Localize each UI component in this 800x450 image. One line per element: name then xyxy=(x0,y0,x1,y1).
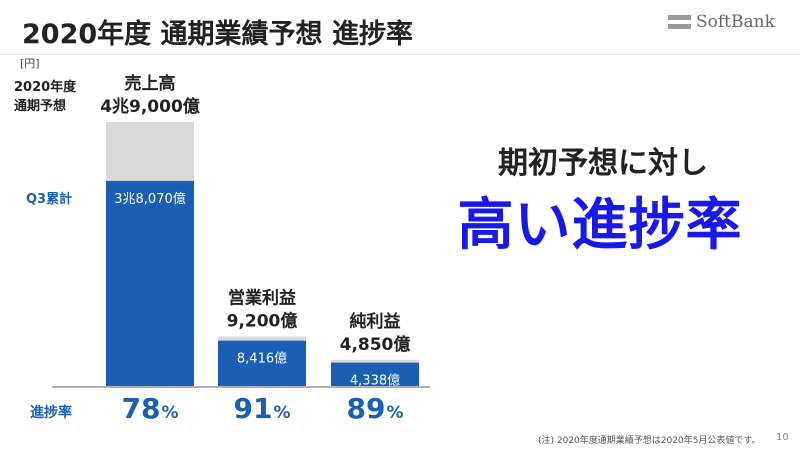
page-title: 2020年度 通期業績予想 進捗率 xyxy=(22,19,413,50)
forecast-row-label-line1: 2020年度 xyxy=(14,80,77,95)
progress-rate-value: 89% xyxy=(346,392,404,425)
forecast-value-label: 4兆9,000億 xyxy=(100,96,200,117)
progress-rate-value: 91% xyxy=(233,392,291,425)
category-label: 営業利益 xyxy=(228,287,296,308)
title-divider xyxy=(0,54,800,55)
page-number: 10 xyxy=(776,432,789,443)
q3-value-label: 4,338億 xyxy=(350,373,400,389)
progress-rate-value: 78% xyxy=(121,392,179,425)
q3-value-label: 3兆8,070億 xyxy=(114,191,186,207)
category-label: 売上高 xyxy=(125,73,176,94)
footnote: (注) 2020年度通期業績予想は2020年5月公表値です。 xyxy=(538,436,761,446)
q3-row-label: Q3累計 xyxy=(26,192,73,207)
q3-actual-bar xyxy=(331,362,419,386)
softbank-logo: SoftBank xyxy=(668,10,775,34)
forecast-value-label: 4,850億 xyxy=(340,334,411,355)
forecast-value-label: 9,200億 xyxy=(227,310,298,331)
unit-label: [円] xyxy=(20,57,40,70)
category-label: 純利益 xyxy=(350,311,401,332)
logo-text: SoftBank xyxy=(696,12,775,32)
softbank-logo-icon xyxy=(668,14,691,30)
q3-actual-bar xyxy=(106,180,194,386)
message-line1: 期初予想に対し xyxy=(498,146,708,181)
progress-row-label: 進捗率 xyxy=(30,405,72,421)
q3-actual-bar xyxy=(218,340,306,386)
forecast-row-label-line2: 通期予想 xyxy=(14,99,67,114)
q3-value-label: 8,416億 xyxy=(237,351,287,367)
message-line2: 高い進捗率 xyxy=(457,193,743,258)
